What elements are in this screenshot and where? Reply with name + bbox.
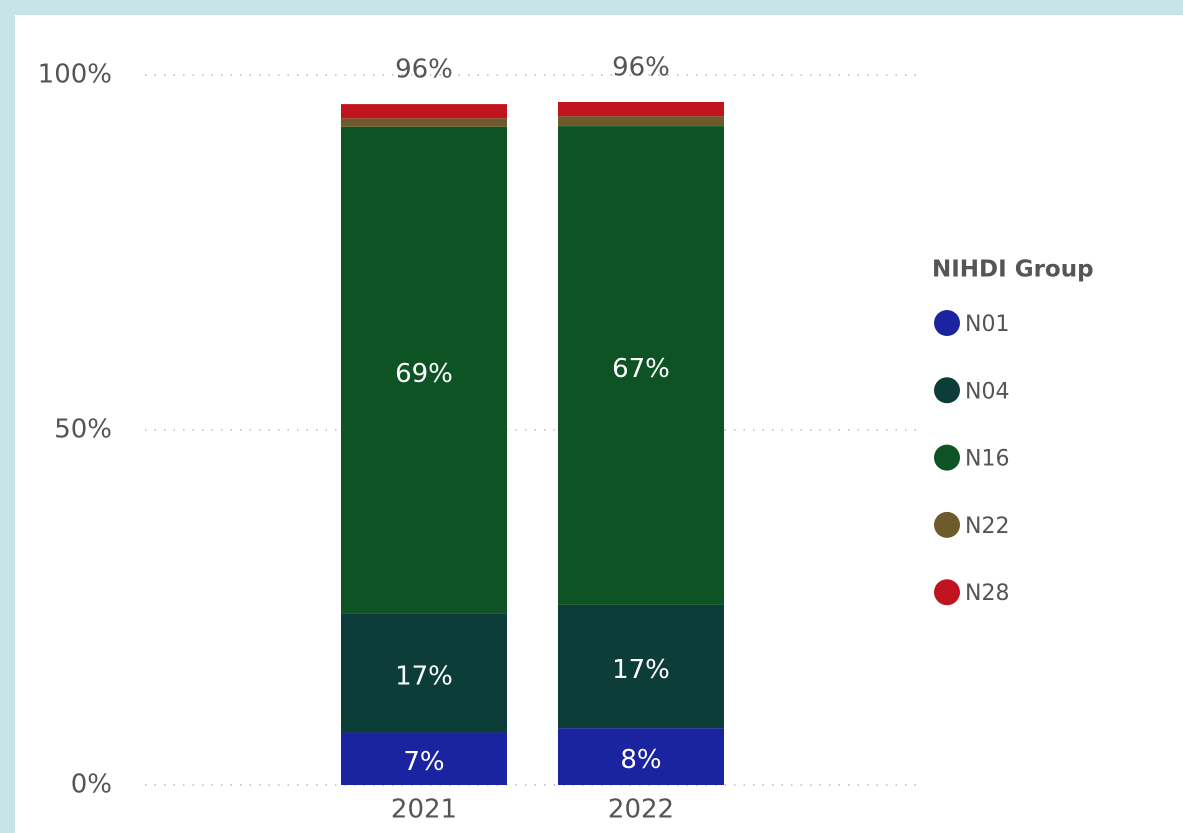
bar-segment xyxy=(558,101,724,117)
total-label: 96% xyxy=(395,55,453,85)
bar-segment xyxy=(341,126,507,614)
y-tick-label: 0% xyxy=(71,770,112,800)
bar-segment xyxy=(558,604,724,729)
legend-label: N16 xyxy=(965,447,1009,472)
data-label: 67% xyxy=(612,354,670,384)
y-tick-label: 100% xyxy=(38,60,112,90)
data-label: 17% xyxy=(612,655,670,685)
data-label: 69% xyxy=(395,359,453,389)
bar-segment xyxy=(341,118,507,127)
bar-segment xyxy=(341,613,507,733)
bar-segment xyxy=(341,104,507,119)
data-label: 8% xyxy=(620,745,661,775)
legend-marker xyxy=(934,377,960,404)
bar-segment xyxy=(341,732,507,785)
legend-label: N01 xyxy=(965,312,1009,337)
x-tick-label: 2021 xyxy=(391,795,457,825)
legend-label: N04 xyxy=(965,379,1009,404)
data-label: 7% xyxy=(403,747,444,777)
bar-segment xyxy=(558,116,724,127)
legend-marker xyxy=(934,310,960,336)
legend-label: N28 xyxy=(965,581,1009,606)
data-label: 17% xyxy=(395,662,453,692)
bar-segment xyxy=(558,126,724,605)
legend-marker xyxy=(934,444,960,471)
total-label: 96% xyxy=(612,52,670,82)
bar-segment xyxy=(558,728,724,785)
legend-marker xyxy=(934,579,960,606)
legend-marker xyxy=(934,511,960,538)
legend-label: N22 xyxy=(965,514,1009,539)
y-tick-label: 50% xyxy=(54,415,112,445)
x-tick-label: 2022 xyxy=(608,795,674,825)
legend-title: NIHDI Group xyxy=(932,257,1094,283)
